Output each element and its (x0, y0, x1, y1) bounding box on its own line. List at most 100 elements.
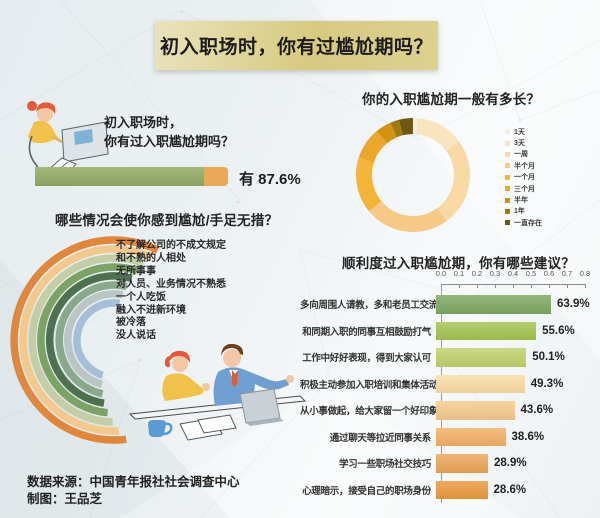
legend-label: 半年 (514, 197, 528, 205)
situation-arc-7 (73, 299, 121, 379)
suggestion-value: 38.6% (511, 430, 545, 443)
legend-label: 1年 (514, 208, 525, 216)
x-tick-mark (495, 284, 496, 288)
suggestion-bar (436, 295, 551, 314)
suggestion-label: 和同期入职的同事互相鼓励打气 (302, 326, 431, 338)
suggestion-label: 从小事做起，给大家留一个好印象 (300, 406, 439, 418)
intro-stat-bar (35, 167, 228, 186)
suggestion-row-0: 多向周围人请教，多和老员工交流 63.9% (300, 291, 598, 318)
suggestion-value: 28.6% (493, 483, 527, 496)
legend-label: 一周 (514, 151, 528, 159)
suggestion-label: 多向周围人请教，多和老员工交流 (300, 300, 439, 312)
footer: 数据来源：中国青年报社社会调查中心 制图：王品芝 (27, 474, 240, 508)
legend-label: 一直存在 (514, 219, 542, 227)
situation-arc-2 (28, 254, 145, 426)
x-tick-label-0.6: 0.6 (543, 269, 555, 278)
situation-arc-3 (37, 263, 139, 417)
situation-label-5: 融入不进新环境 (116, 304, 186, 316)
legend-item-8: 一直存在 (505, 217, 542, 228)
x-tick-label-0.7: 0.7 (561, 269, 573, 278)
situation-label-4: 一个人吃饭 (116, 291, 166, 303)
page-title: 初入职场时，你有过尴尬期吗？ (159, 37, 433, 58)
intro-question-line2: 你有过入职尴尬期吗？ (104, 134, 235, 149)
situation-label-0: 不了解公司的不成文规定 (116, 240, 226, 251)
legend-item-4: 一个月 (505, 172, 542, 183)
legend-swatch (505, 151, 510, 157)
legend-item-6: 半年 (505, 194, 542, 205)
x-axis-line (441, 284, 586, 285)
chart-credit: 制图：王品芝 (27, 492, 103, 506)
suggestion-value: 43.6% (520, 404, 554, 417)
suggestion-value: 55.6% (542, 324, 575, 337)
suggestion-label: 工作中好好表现，得到大家认可 (302, 353, 431, 365)
duration-slice-半个月 (369, 200, 447, 232)
legend-swatch (505, 186, 510, 192)
suggestion-bar (436, 480, 488, 499)
legend-label: 一个月 (514, 174, 535, 182)
situation-arc-5 (55, 281, 128, 398)
suggestions-title: 顺利度过入职尴尬期，你有哪些建议？ (342, 256, 575, 271)
suggestions-x-axis: 0.0 0.1 0.2 0.3 0.4 0.5 0.6 0.7 0.8 (436, 269, 591, 289)
suggestion-bar (436, 454, 488, 473)
suggestion-value: 28.9% (494, 457, 527, 470)
x-tick-mark (585, 284, 586, 288)
legend-swatch (505, 197, 510, 203)
situations-labels: 不了解公司的不成文规定 和不熟的人相处 无所事事 对人员、业务情况不熟悉 一个人吃饭 融入… (116, 240, 226, 343)
suggestion-bar (436, 401, 515, 420)
situation-arc-6 (64, 290, 124, 389)
intro-question: 初入职场时， 你有过入职尴尬期吗？ (104, 113, 234, 151)
suggestion-label: 积极主动参加入职培训和集体活动 (300, 379, 439, 391)
duration-slice-一直存在 (398, 118, 414, 136)
x-tick-label-0.1: 0.1 (453, 269, 465, 278)
legend-swatch (505, 129, 510, 135)
situation-label-2: 无所事事 (116, 265, 156, 277)
legend-swatch (505, 174, 510, 180)
legend-item-2: 一周 (505, 149, 542, 160)
situation-arc-1 (19, 245, 152, 435)
duration-slice-半年 (376, 122, 397, 144)
suggestion-value: 63.9% (557, 298, 590, 311)
suggestion-row-5: 通过聊天等拉近同事关系 38.6% (300, 424, 598, 451)
legend-item-3: 半个月 (505, 160, 542, 171)
legend-swatch (505, 208, 510, 214)
x-tick-label-0.2: 0.2 (471, 269, 483, 278)
suggestion-row-2: 工作中好好表现，得到大家认可 50.1% (300, 344, 598, 371)
x-tick-label-0.3: 0.3 (489, 269, 501, 278)
suggestions-y-spine (441, 284, 442, 503)
suggestion-row-3: 积极主动参加入职培训和集体活动 49.3% (300, 371, 598, 398)
situation-arc-4 (45, 272, 133, 407)
situation-arc-0 (10, 236, 160, 444)
suggestion-value: 49.3% (530, 377, 564, 390)
duration-title: 你的入职尴尬期一般有多长？ (362, 92, 541, 107)
situation-label-6: 被冷落 (116, 317, 146, 329)
legend-swatch (505, 140, 510, 146)
legend-item-1: 3天 (505, 137, 542, 148)
x-tick-label-0.5: 0.5 (525, 269, 537, 278)
suggestion-row-4: 从小事做起，给大家留一个好印象 43.6% (300, 397, 598, 424)
intro-stat-bar-fill (35, 167, 205, 186)
situation-label-1: 和不熟的人相处 (116, 252, 186, 264)
suggestion-label: 通过聊天等拉近同事关系 (329, 432, 432, 444)
illustration-colleagues (128, 343, 307, 441)
legend-item-7: 1年 (505, 206, 542, 217)
suggestion-row-6: 学习一些职场社交技巧 28.9% (300, 450, 598, 477)
duration-slice-一个月 (356, 157, 382, 212)
x-tick-mark (549, 284, 550, 288)
x-tick-label-0.4: 0.4 (507, 269, 519, 278)
suggestion-bar (436, 427, 506, 446)
duration-slice-一周 (436, 141, 470, 222)
x-tick-mark (513, 284, 514, 288)
situations-arcs-chart (10, 236, 160, 444)
legend-swatch (505, 163, 510, 169)
legend-item-0: 1天 (505, 126, 542, 137)
x-tick-label-0.8: 0.8 (579, 269, 591, 278)
intro-stat-label: 有 87.6% (239, 171, 301, 188)
suggestion-bar (436, 374, 525, 393)
suggestion-value: 50.1% (532, 351, 565, 364)
situation-label-7: 没人说话 (116, 330, 156, 342)
duration-slice-1年 (390, 119, 403, 138)
legend-label: 三个月 (514, 185, 535, 193)
x-tick-mark (567, 284, 568, 288)
legend-swatch (505, 220, 510, 226)
